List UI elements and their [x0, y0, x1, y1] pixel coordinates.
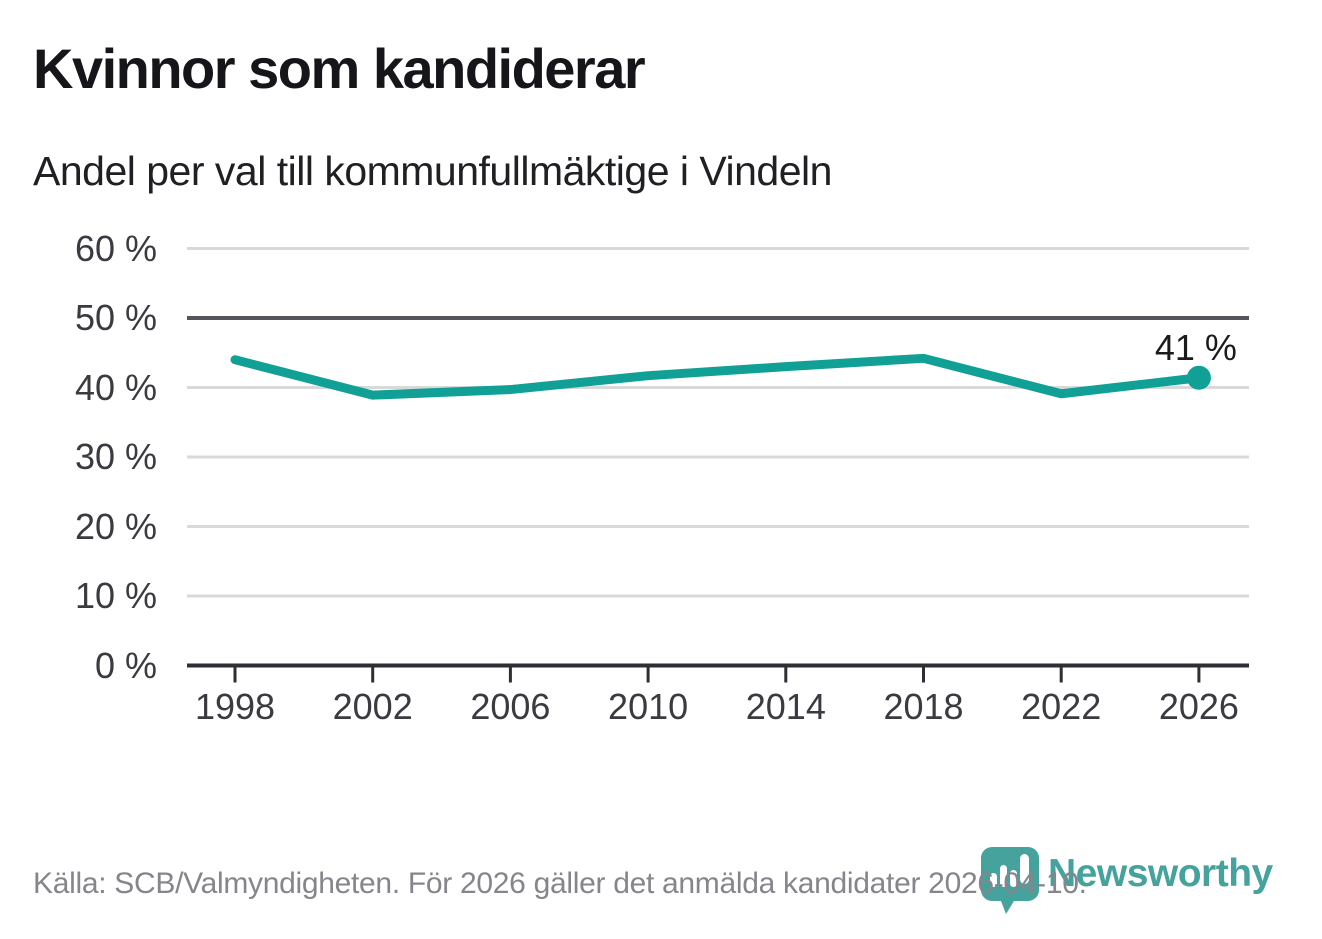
y-tick-label: 60 %	[74, 227, 157, 269]
x-tick-label: 2006	[470, 686, 551, 727]
series-line	[230, 353, 1204, 400]
y-tick-label: 30 %	[74, 436, 157, 477]
newsworthy-wordmark: Newsworthy	[1048, 852, 1273, 895]
page-title: Kvinnor som kandiderar	[33, 37, 646, 100]
source-note: Källa: SCB/Valmyndigheten. För 2026 gäll…	[33, 867, 1087, 900]
x-tick-label: 2002	[332, 686, 413, 727]
y-tick-label: 10 %	[74, 575, 157, 616]
page-subtitle: Andel per val till kommunfullmäktige i V…	[33, 148, 832, 194]
x-axis	[187, 663, 1249, 683]
newsworthy-pin-barchart-icon	[981, 847, 1039, 914]
y-tick-label: 20 %	[74, 505, 157, 547]
x-tick-label: 2018	[883, 686, 964, 727]
x-tick-label: 2026	[1158, 686, 1239, 727]
last-point-marker	[1186, 365, 1211, 390]
x-tick-label: 2022	[1021, 686, 1102, 727]
x-tick-label: 2014	[745, 686, 826, 727]
y-tick-label: 50 %	[74, 297, 157, 338]
y-tick-label: 40 %	[74, 366, 157, 408]
last-point-value-label: 41 %	[1154, 327, 1237, 368]
x-tick-label: 2010	[608, 686, 689, 727]
x-tick-label: 1998	[194, 686, 276, 727]
data-line	[230, 353, 1211, 400]
gridlines	[187, 247, 1249, 598]
y-tick-label: 0 %	[94, 644, 157, 686]
